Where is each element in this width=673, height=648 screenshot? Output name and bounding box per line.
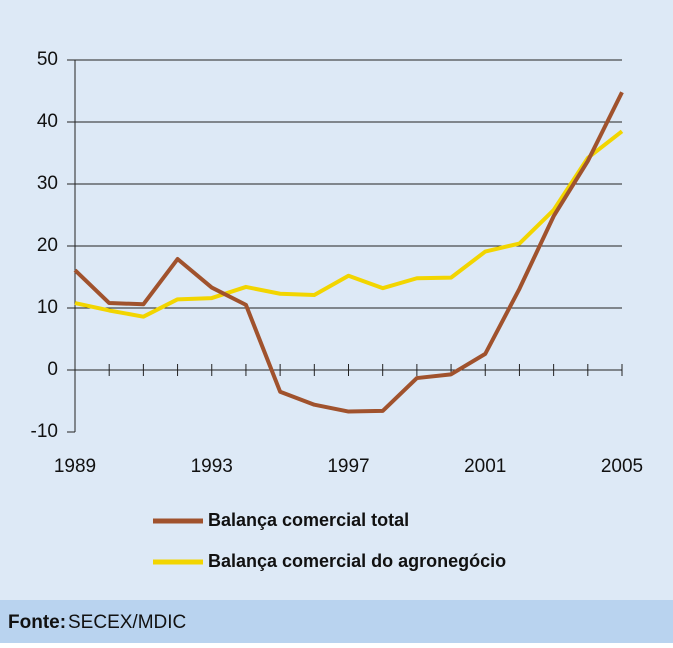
footer-band: [0, 600, 673, 643]
y-tick-label: 0: [47, 359, 58, 380]
x-tick-label: 1989: [54, 456, 96, 477]
y-tick-label: 30: [37, 173, 58, 194]
y-tick-label: 20: [37, 235, 58, 256]
legend-label: Balança comercial do agronegócio: [208, 551, 506, 571]
footer-label: Fonte:: [8, 612, 66, 633]
y-tick-label: 40: [37, 111, 58, 132]
legend-label: Balança comercial total: [208, 510, 409, 530]
x-tick-label: 1997: [327, 456, 369, 477]
y-tick-label: 10: [37, 297, 58, 318]
background: [0, 0, 673, 600]
y-tick-label: 50: [37, 49, 58, 70]
series-line: [74, 129, 624, 319]
series-line: [73, 91, 624, 414]
x-tick-label: 2001: [464, 456, 506, 477]
y-tick-label: -10: [31, 421, 58, 442]
x-tick-label: 2005: [601, 456, 643, 477]
footer-text: SECEX/MDIC: [68, 612, 186, 633]
x-tick-label: 1993: [191, 456, 233, 477]
